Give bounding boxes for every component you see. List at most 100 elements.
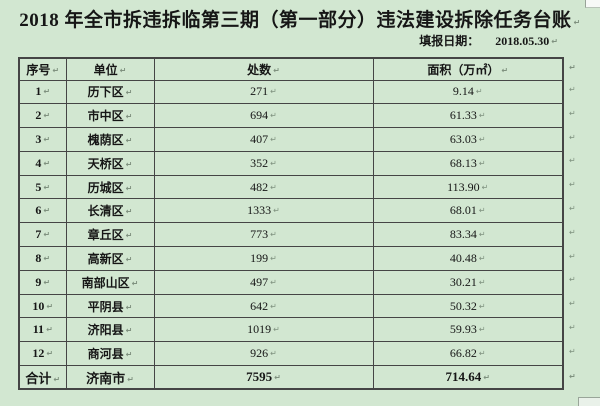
paragraph-mark-icon — [270, 108, 277, 123]
row-end-mark-icon — [563, 294, 599, 318]
cell-text: 长清区 — [87, 204, 124, 219]
cell-unit: 章丘区 — [65, 222, 155, 248]
cell-unit: 商河县 — [65, 341, 155, 367]
paragraph-mark-icon — [551, 34, 558, 49]
paragraph-mark-icon — [126, 109, 133, 124]
paragraph-mark-icon — [126, 85, 133, 100]
table-row: 4 天桥区 352 68.13 — [18, 150, 599, 176]
header-row: 序号 单位 处数 面积（万㎡） — [18, 57, 599, 81]
column-header-index: 序号 — [18, 57, 67, 81]
cell-text: 497 — [250, 274, 269, 289]
table-row: 5 历城区 482 113.90 — [18, 174, 599, 200]
cell-unit: 平阴县 — [65, 293, 155, 319]
cell-text: 5 — [35, 179, 42, 194]
paragraph-mark-icon — [53, 371, 60, 387]
paragraph-mark-icon — [52, 63, 59, 78]
cell-text: 章丘区 — [87, 228, 124, 243]
cell-area: 30.21 — [372, 269, 564, 295]
cell-text: 8 — [35, 250, 42, 265]
window-corner-artifact — [585, 0, 600, 8]
paragraph-mark-icon — [46, 346, 53, 361]
paragraph-mark-icon — [126, 347, 133, 362]
cell-text: 30.21 — [449, 274, 477, 289]
cell-index: 8 — [18, 246, 67, 271]
cell-index: 10 — [18, 293, 67, 319]
column-header-unit: 单位 — [65, 57, 155, 81]
cell-unit: 济南市 — [65, 365, 155, 391]
header-text: 面积（万㎡） — [427, 62, 500, 77]
cell-text: 271 — [250, 84, 269, 99]
cell-area: 68.13 — [372, 150, 564, 176]
cell-text: 61.33 — [449, 108, 477, 123]
cell-area: 50.32 — [372, 293, 564, 319]
cell-text: 926 — [250, 346, 269, 361]
cell-text: 市中区 — [87, 109, 124, 124]
cell-text: 平阴县 — [87, 299, 124, 314]
paragraph-mark-icon — [476, 84, 483, 99]
paragraph-mark-icon — [273, 322, 280, 337]
paragraph-mark-icon — [479, 346, 486, 361]
paragraph-mark-icon — [479, 108, 486, 123]
cell-total-label: 合计 — [18, 365, 67, 391]
cell-unit: 长清区 — [65, 198, 155, 224]
paragraph-mark-icon — [482, 180, 489, 195]
paragraph-mark-icon — [43, 132, 50, 147]
paragraph-mark-icon — [479, 156, 486, 171]
cell-text: 高新区 — [87, 251, 124, 266]
row-end-mark-icon — [563, 175, 599, 199]
cell-count: 926 — [153, 341, 374, 367]
report-date-label: 填报日期： — [419, 34, 480, 48]
paragraph-mark-icon — [126, 157, 133, 172]
paragraph-mark-icon — [270, 251, 277, 266]
paragraph-mark-icon — [479, 299, 486, 314]
cell-text: 2 — [35, 108, 42, 123]
cell-unit: 槐荫区 — [65, 127, 155, 152]
cell-unit: 历下区 — [65, 79, 155, 105]
paragraph-mark-icon — [270, 346, 277, 361]
cell-unit: 济阳县 — [65, 317, 155, 343]
paragraph-mark-icon — [479, 132, 486, 147]
cell-count: 694 — [153, 103, 374, 129]
cell-text: 7 — [35, 227, 42, 242]
cell-text: 11 — [32, 322, 45, 337]
cell-area: 9.14 — [372, 79, 564, 105]
header-text: 序号 — [26, 62, 51, 77]
paragraph-mark-icon — [479, 227, 486, 242]
report-date-value: 2018.05.30 — [495, 34, 550, 48]
cell-area: 714.64 — [372, 365, 564, 391]
paragraph-mark-icon — [479, 322, 486, 337]
page-title: 2018 年全市拆违拆临第三期（第一部分）违法建设拆除任务台账 — [0, 5, 600, 32]
cell-text: 1 — [35, 84, 42, 99]
cell-count: 497 — [153, 269, 374, 295]
paragraph-mark-icon — [479, 275, 486, 290]
cell-text: 12 — [32, 346, 45, 361]
row-end-mark-icon — [563, 104, 599, 128]
table-row: 6 长清区 1333 68.01 — [18, 198, 599, 224]
row-end-mark-icon — [563, 199, 599, 223]
cell-index: 7 — [18, 222, 67, 248]
header-text: 单位 — [93, 62, 118, 77]
row-end-mark-icon — [563, 80, 599, 104]
cell-text: 历下区 — [87, 85, 124, 100]
paragraph-mark-icon — [270, 180, 277, 195]
table-row: 1 历下区 271 9.14 — [18, 79, 599, 105]
paragraph-mark-icon — [43, 275, 50, 290]
row-end-mark-icon — [563, 366, 599, 390]
cell-text: 59.93 — [449, 322, 477, 337]
cell-count: 407 — [153, 127, 374, 152]
column-header-area: 面积（万㎡） — [372, 57, 564, 81]
cell-text: 482 — [250, 179, 269, 194]
table-row-total: 合计 济南市 7595 714.64 — [18, 365, 599, 391]
row-end-mark-icon — [563, 151, 599, 175]
cell-count: 1019 — [153, 317, 374, 343]
row-end-mark-icon — [563, 247, 599, 271]
cell-area: 61.33 — [372, 103, 564, 129]
paragraph-mark-icon — [126, 252, 133, 267]
cell-unit: 市中区 — [65, 103, 155, 129]
cell-text: 773 — [250, 227, 269, 242]
cell-area: 63.03 — [372, 127, 564, 152]
paragraph-mark-icon — [43, 156, 50, 171]
cell-text: 352 — [250, 155, 269, 170]
cell-index: 4 — [18, 150, 67, 176]
row-end-mark-icon — [563, 58, 599, 80]
